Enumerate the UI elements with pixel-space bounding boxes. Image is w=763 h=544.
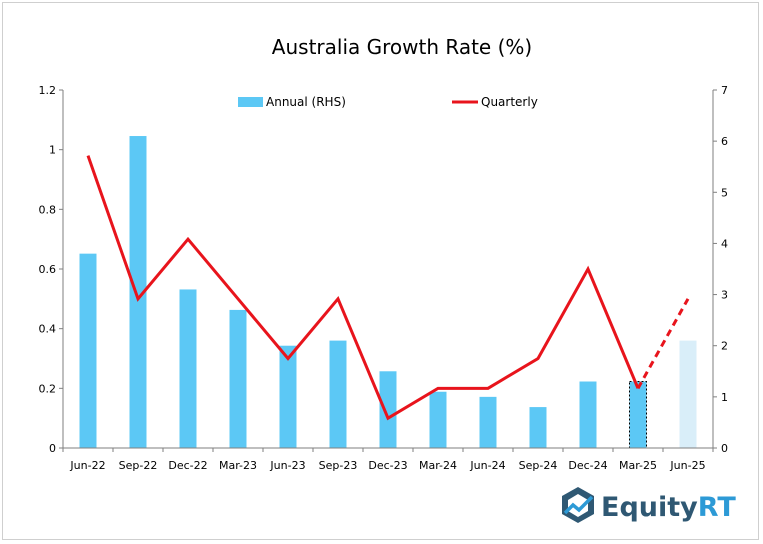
x-tick-label: Jun-25 — [669, 459, 705, 472]
x-tick-label: Mar-24 — [419, 459, 457, 472]
bar-jun-24 — [479, 396, 497, 448]
right-axis-ticks: 0 1 2 3 4 5 6 7 — [713, 84, 728, 455]
bar-sep-22 — [129, 136, 147, 448]
quarterly-line — [86, 155, 690, 421]
legend-annual-label: Annual (RHS) — [266, 95, 346, 109]
x-tick-label: Jun-23 — [269, 459, 305, 472]
x-tick-label: Dec-23 — [368, 459, 407, 472]
x-tick-label: Jun-24 — [469, 459, 505, 472]
annual-bars — [79, 136, 697, 449]
logo-text: EquityRT — [601, 492, 736, 523]
bar-dec-23 — [379, 371, 397, 448]
bar-sep-24 — [529, 407, 547, 448]
equityrt-logo: EquityRT — [562, 487, 736, 523]
legend-quarterly-label: Quarterly — [481, 95, 538, 109]
x-tick-label: Mar-25 — [619, 459, 657, 472]
x-tick-label: Dec-22 — [168, 459, 207, 472]
left-axis-ticks: 0 0.2 0.4 0.6 0.8 1 1.2 — [39, 84, 63, 455]
bar-dec-22 — [179, 289, 197, 448]
quarterly-line-forecast — [636, 298, 690, 390]
right-tick-label: 2 — [721, 340, 728, 353]
bar-jun-25 — [679, 340, 697, 448]
x-axis-ticks: Jun-22 Sep-22 Dec-22 Mar-23 Jun-23 Sep-23 Dec-… — [62, 448, 714, 472]
bar-mar-25 — [629, 381, 647, 449]
x-tick-label: Sep-23 — [319, 459, 358, 472]
chart-title: Australia Growth Rate (%) — [272, 35, 532, 59]
right-tick-label: 6 — [721, 135, 728, 148]
right-tick-label: 1 — [721, 391, 728, 404]
legend: Annual (RHS) Quarterly — [238, 95, 538, 109]
bar-dec-24 — [579, 381, 597, 448]
right-tick-label: 3 — [721, 289, 728, 302]
left-tick-label: 0 — [49, 442, 56, 455]
left-tick-label: 0.6 — [39, 263, 57, 276]
quarterly-line-actual — [86, 155, 640, 421]
bar-jun-22 — [79, 253, 97, 448]
bar-jun-23 — [279, 345, 297, 448]
x-tick-label: Sep-24 — [519, 459, 558, 472]
left-tick-label: 1.2 — [39, 84, 57, 97]
logo-text-main: Equity — [601, 492, 698, 523]
x-tick-label: Dec-24 — [568, 459, 607, 472]
logo-text-accent: RT — [698, 492, 737, 523]
x-tick-label: Jun-22 — [69, 459, 105, 472]
legend-annual-swatch — [238, 97, 263, 107]
left-tick-label: 0.4 — [39, 323, 57, 336]
right-tick-label: 5 — [721, 186, 728, 199]
x-tick-label: Mar-23 — [219, 459, 257, 472]
left-tick-label: 1 — [49, 144, 56, 157]
bar-sep-23 — [329, 340, 347, 448]
left-tick-label: 0.2 — [39, 382, 57, 395]
right-tick-label: 4 — [721, 237, 728, 250]
right-tick-label: 0 — [721, 442, 728, 455]
bar-mar-24 — [429, 391, 447, 448]
left-tick-label: 0.8 — [39, 203, 57, 216]
right-tick-label: 7 — [721, 84, 728, 97]
equityrt-hexagon-icon — [562, 487, 594, 523]
x-tick-label: Sep-22 — [119, 459, 158, 472]
bar-mar-23 — [229, 309, 247, 448]
